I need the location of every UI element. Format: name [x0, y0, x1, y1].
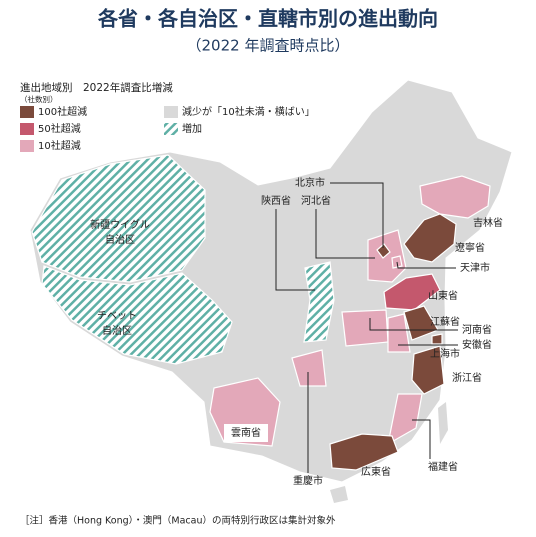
label-box	[224, 424, 268, 442]
legend-swatch	[20, 106, 34, 118]
region-label: 江蘇省	[430, 315, 460, 328]
legend-label: 増加	[182, 122, 202, 135]
legend-label: 減少が「10社未満・横ばい」	[182, 105, 315, 118]
legend-label: 10社超減	[38, 139, 81, 152]
hainan	[330, 486, 348, 503]
legend: 100社超減 50社超減 10社超減 減少が「10社未満・横ばい」増加	[20, 105, 315, 152]
region	[329, 433, 399, 471]
leader-line	[275, 209, 315, 291]
region	[341, 309, 389, 347]
region-label: 自治区	[102, 324, 132, 337]
region	[403, 213, 457, 263]
region	[419, 175, 491, 219]
region-label: 重慶市	[293, 474, 323, 487]
region	[411, 345, 445, 395]
region	[387, 393, 423, 446]
region-label: 浙江省	[452, 371, 482, 384]
region	[431, 333, 443, 345]
note: ［注］香港（Hong Kong）・澳門（Macau）の両特別行政区は集計対象外	[20, 515, 336, 527]
region	[291, 349, 327, 387]
legend-swatch	[20, 140, 34, 152]
legend-unit: （社数別）	[20, 94, 58, 104]
legend-swatch	[20, 123, 34, 135]
region-label: 福建省	[428, 460, 458, 473]
region-label: 上海市	[430, 347, 460, 360]
region-label: 吉林省	[473, 216, 503, 229]
region-label: 雲南省	[231, 426, 261, 439]
region-label: 陝西省	[261, 194, 291, 207]
legend-swatch	[164, 123, 178, 135]
leader-line	[412, 419, 431, 459]
leader-line	[315, 209, 375, 259]
region-label: チベット	[97, 310, 137, 322]
region-label: 河南省	[462, 323, 492, 336]
region-label: 新疆ウイグル	[90, 218, 150, 231]
region-label: 北京市	[295, 176, 325, 189]
region	[41, 265, 233, 365]
region	[383, 273, 441, 311]
region-label: 山東省	[428, 289, 458, 302]
leader-line	[369, 318, 458, 331]
region-label: 遼寧省	[455, 241, 485, 254]
legend-title: 進出地域別 2022年調査比増減	[20, 81, 173, 94]
legend-swatch	[164, 106, 178, 118]
region	[303, 261, 335, 343]
region-label: 天津市	[460, 261, 490, 274]
leader-line	[396, 261, 456, 269]
region	[367, 229, 407, 283]
title: 各省・各自治区・直轄市別の進出動向	[97, 7, 438, 31]
region-label: 自治区	[105, 233, 135, 246]
leader-line	[330, 182, 384, 248]
subtitle: （2022 年調査時点比）	[187, 37, 350, 55]
region-label: 安徽省	[462, 338, 492, 351]
region	[376, 243, 391, 259]
legend-label: 50社超減	[38, 122, 81, 135]
taiwan	[438, 402, 448, 444]
region-label: 河北省	[301, 194, 331, 207]
region	[31, 154, 206, 283]
region	[387, 313, 411, 353]
region-label: 広東省	[361, 465, 391, 478]
legend-label: 100社超減	[38, 105, 87, 118]
